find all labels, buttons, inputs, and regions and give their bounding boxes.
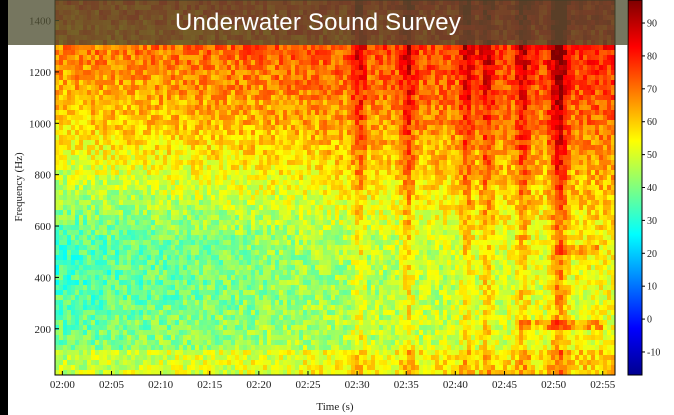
x-tick-label: 02:20 bbox=[246, 379, 272, 391]
x-tick-label: 02:35 bbox=[394, 379, 420, 391]
colorbar-tick-label: -10 bbox=[647, 347, 660, 358]
colorbar-tick-label: 30 bbox=[647, 216, 657, 227]
x-tick-label: 02:50 bbox=[541, 379, 567, 391]
colorbar-tick-label: 80 bbox=[647, 51, 657, 62]
colorbar-tick-label: 40 bbox=[647, 183, 657, 194]
colorbar-ticks: -10 0 10 20 30 40 50 60 70 80 90 bbox=[642, 19, 660, 358]
y-tick-label: 800 bbox=[35, 170, 52, 182]
x-axis-label: Time (s) bbox=[316, 401, 354, 413]
y-tick-label: 400 bbox=[35, 272, 52, 284]
colorbar-tick-label: 0 bbox=[647, 315, 652, 326]
x-tick-label: 02:10 bbox=[148, 379, 174, 391]
left-border bbox=[0, 0, 8, 415]
colorbar-tick-label: 20 bbox=[647, 249, 657, 260]
y-tick-label: 1000 bbox=[29, 118, 52, 130]
x-tick-label: 02:05 bbox=[99, 379, 125, 391]
y-tick-label: 600 bbox=[35, 221, 52, 233]
title-banner: Underwater Sound Survey bbox=[8, 0, 628, 45]
y-tick-label: 200 bbox=[35, 324, 52, 336]
chart-title: Underwater Sound Survey bbox=[174, 8, 462, 36]
x-tick-label: 02:25 bbox=[295, 379, 321, 391]
x-tick-label: 02:40 bbox=[443, 379, 469, 391]
y-tick-label: 1200 bbox=[29, 67, 52, 79]
x-axis-ticks: 02:00 02:05 02:10 02:15 02:20 02:25 02:30 02:35… bbox=[50, 371, 616, 391]
x-tick-label: 02:15 bbox=[197, 379, 223, 391]
colorbar-tick-label: 70 bbox=[647, 84, 657, 95]
colorbar-tick-label: 50 bbox=[647, 150, 657, 161]
colorbar bbox=[627, 0, 643, 376]
plot-border bbox=[54, 0, 616, 376]
colorbar-tick-label: 90 bbox=[647, 19, 657, 30]
x-tick-label: 02:30 bbox=[345, 379, 371, 391]
x-tick-label: 02:45 bbox=[492, 379, 518, 391]
x-tick-label: 02:55 bbox=[590, 379, 616, 391]
colorbar-tick-label: 10 bbox=[647, 282, 657, 293]
colorbar-tick-label: 60 bbox=[647, 117, 657, 128]
x-tick-label: 02:00 bbox=[50, 379, 76, 391]
y-axis-label: Frequency (Hz) bbox=[13, 152, 25, 222]
